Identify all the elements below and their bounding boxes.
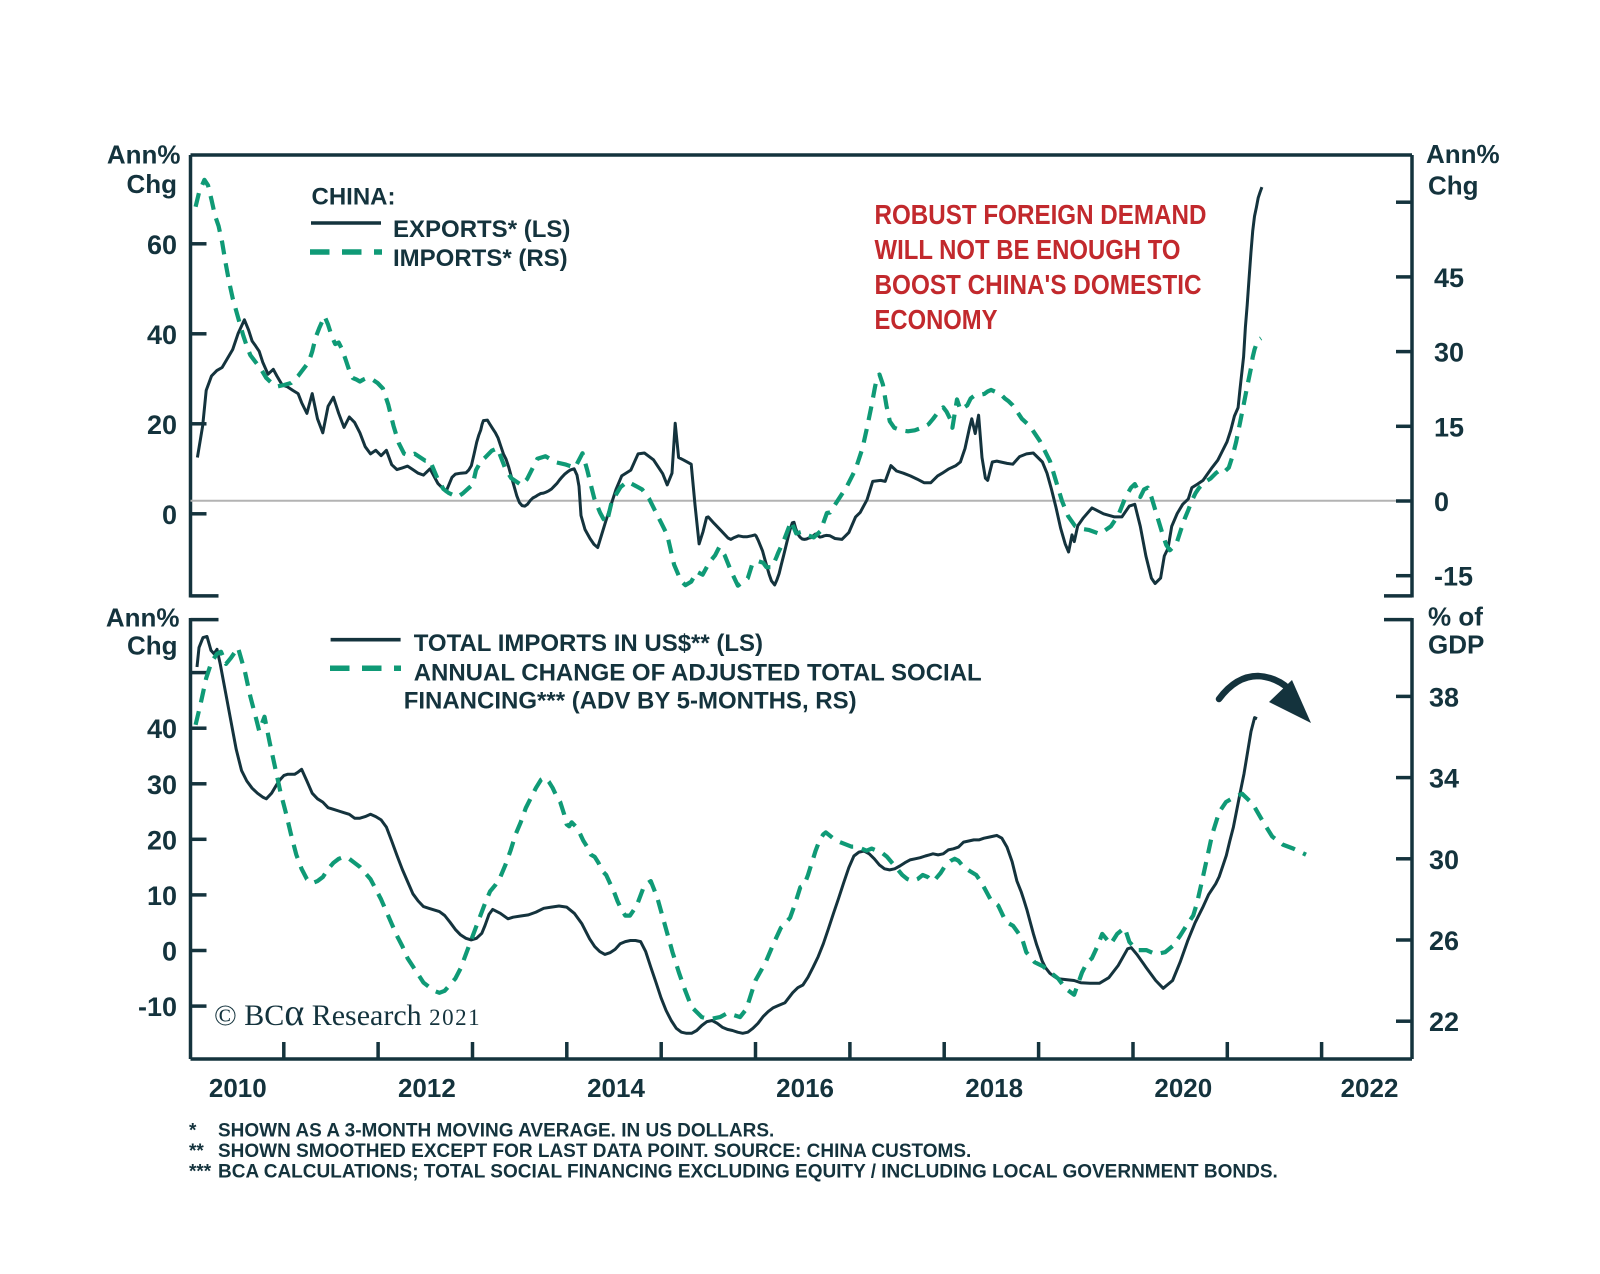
svg-text:Chg: Chg <box>126 169 177 199</box>
svg-text:Chg: Chg <box>1428 171 1479 201</box>
svg-text:0: 0 <box>162 500 177 530</box>
svg-text:0: 0 <box>1434 487 1449 517</box>
svg-text:26: 26 <box>1429 926 1459 956</box>
svg-text:2010: 2010 <box>209 1073 267 1103</box>
svg-text:BCA CALCULATIONS; TOTAL SOCIAL: BCA CALCULATIONS; TOTAL SOCIAL FINANCING… <box>218 1162 1278 1183</box>
svg-text:ANNUAL CHANGE OF ADJUSTED TOTA: ANNUAL CHANGE OF ADJUSTED TOTAL SOCIAL <box>414 660 982 687</box>
svg-text:SHOWN AS A 3-MONTH MOVING AVER: SHOWN AS A 3-MONTH MOVING AVERAGE. IN US… <box>218 1120 774 1141</box>
svg-text:**: ** <box>189 1141 204 1162</box>
svg-text:FINANCING*** (ADV BY 5-MONTHS,: FINANCING*** (ADV BY 5-MONTHS, RS) <box>404 688 857 715</box>
svg-text:EXPORTS* (LS): EXPORTS* (LS) <box>393 216 570 243</box>
svg-text:60: 60 <box>147 230 177 260</box>
svg-text:20: 20 <box>147 410 177 440</box>
svg-text:10: 10 <box>147 881 177 911</box>
svg-text:34: 34 <box>1429 764 1459 794</box>
svg-text:2020: 2020 <box>1154 1073 1212 1103</box>
svg-text:40: 40 <box>147 320 177 350</box>
svg-text:-15: -15 <box>1434 562 1473 592</box>
svg-text:38: 38 <box>1429 682 1459 712</box>
svg-text:2012: 2012 <box>398 1073 456 1103</box>
svg-text:15: 15 <box>1434 412 1464 442</box>
svg-text:Ann%: Ann% <box>106 603 180 633</box>
svg-text:GDP: GDP <box>1428 630 1484 660</box>
svg-text:20: 20 <box>147 825 177 855</box>
svg-text:TOTAL IMPORTS IN US$** (LS): TOTAL IMPORTS IN US$** (LS) <box>414 630 763 657</box>
svg-text:45: 45 <box>1434 263 1464 293</box>
svg-text:2022: 2022 <box>1341 1073 1399 1103</box>
svg-text:30: 30 <box>147 770 177 800</box>
svg-text:22: 22 <box>1429 1007 1459 1037</box>
svg-text:SHOWN SMOOTHED EXCEPT FOR LAST: SHOWN SMOOTHED EXCEPT FOR LAST DATA POIN… <box>218 1141 971 1162</box>
svg-text:*: * <box>189 1120 197 1141</box>
svg-text:Ann%: Ann% <box>1426 139 1500 169</box>
svg-text:0: 0 <box>162 937 177 967</box>
svg-text:40: 40 <box>147 714 177 744</box>
svg-text:ROBUST FOREIGN DEMAND: ROBUST FOREIGN DEMAND <box>875 199 1207 230</box>
svg-text:Chg: Chg <box>127 631 178 661</box>
svg-text:2018: 2018 <box>965 1073 1023 1103</box>
svg-text:2016: 2016 <box>776 1073 834 1103</box>
svg-text:30: 30 <box>1429 845 1459 875</box>
svg-text:IMPORTS* (RS): IMPORTS* (RS) <box>393 245 568 272</box>
svg-text:***: *** <box>189 1162 212 1183</box>
svg-text:ECONOMY: ECONOMY <box>875 304 998 335</box>
svg-text:© BCα Research 2021: © BCα Research 2021 <box>214 992 481 1034</box>
svg-text:30: 30 <box>1434 338 1464 368</box>
svg-text:BOOST CHINA'S DOMESTIC: BOOST CHINA'S DOMESTIC <box>875 269 1202 300</box>
svg-text:CHINA:: CHINA: <box>312 184 396 211</box>
svg-text:-10: -10 <box>138 992 177 1022</box>
svg-text:2014: 2014 <box>587 1073 645 1103</box>
svg-text:Ann%: Ann% <box>107 140 181 170</box>
svg-text:WILL NOT BE ENOUGH TO: WILL NOT BE ENOUGH TO <box>875 234 1181 265</box>
svg-text:% of: % of <box>1428 602 1483 632</box>
